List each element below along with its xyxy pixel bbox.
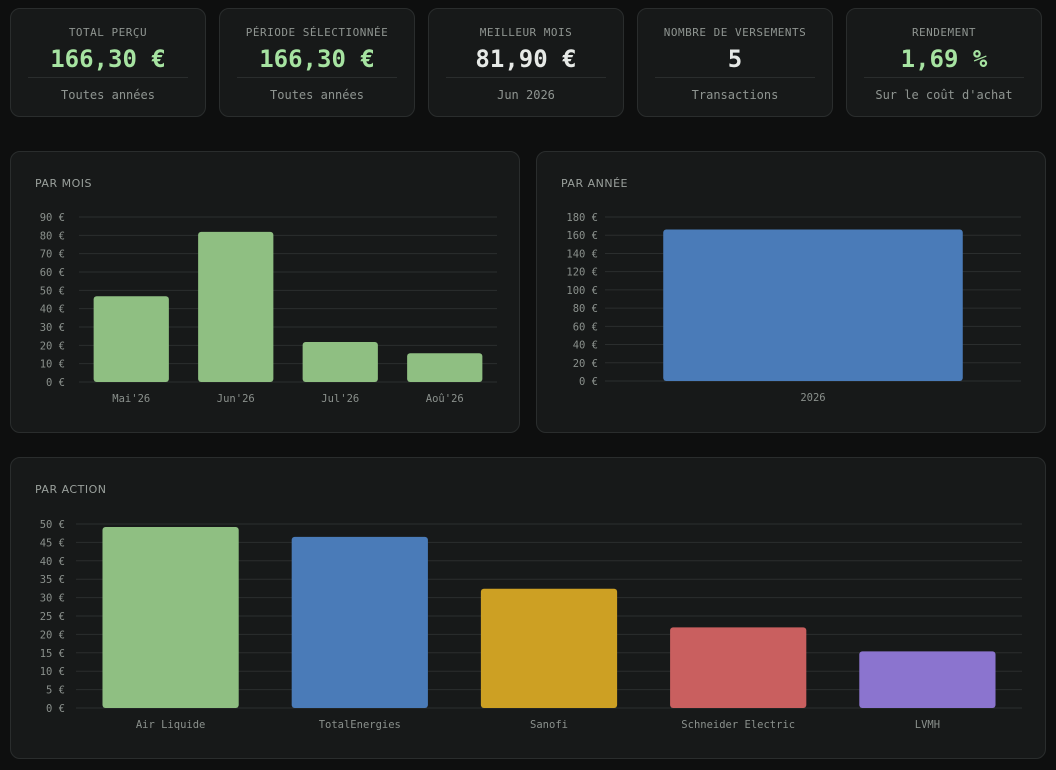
- chart-par-mois: 0 € 10 € 20 € 30 € 40 € 50 € 60 € 70 € 80 € 90 € M…: [40, 212, 497, 405]
- kpi-sub: Jun 2026: [497, 88, 555, 102]
- y-tick-label: 100 €: [566, 285, 598, 297]
- y-tick-label: 10 €: [40, 666, 65, 678]
- divider: [28, 77, 188, 78]
- kpi-total-percu: TOTAL PERÇU 166,30 € Toutes années: [10, 8, 206, 117]
- kpi-label: MEILLEUR MOIS: [479, 26, 573, 39]
- chart-card-par-action: PAR ACTION 0 € 5 € 10 € 15 € 20 € 25 € 30 € 35 …: [10, 457, 1046, 759]
- y-tick-label: 40 €: [573, 340, 598, 352]
- y-tick-label: 20 €: [40, 629, 65, 641]
- y-tick-label: 10 €: [40, 359, 65, 371]
- kpi-value: 81,90 €: [475, 45, 577, 73]
- kpi-value: 166,30 €: [259, 45, 375, 73]
- kpi-value: 1,69 %: [900, 45, 988, 73]
- bar[interactable]: [670, 627, 807, 708]
- y-tick-label: 80 €: [573, 303, 598, 315]
- x-tick-label: Sanofi: [530, 719, 568, 731]
- y-tick-label: 45 €: [40, 537, 65, 549]
- x-tick-label: Aoû'26: [426, 393, 464, 405]
- divider: [446, 77, 606, 78]
- y-tick-label: 0 €: [46, 377, 65, 389]
- y-tick-label: 40 €: [40, 556, 65, 568]
- y-tick-label: 80 €: [40, 230, 65, 242]
- y-tick-label: 20 €: [40, 340, 65, 352]
- bar[interactable]: [302, 342, 378, 382]
- bar[interactable]: [407, 353, 483, 382]
- x-tick-label: Jun'26: [217, 393, 255, 405]
- x-tick-label: Schneider Electric: [681, 719, 795, 731]
- y-tick-label: 0 €: [46, 703, 65, 715]
- y-tick-label: 50 €: [40, 519, 65, 531]
- y-tick-label: 20 €: [573, 358, 598, 370]
- y-tick-label: 0 €: [579, 376, 598, 388]
- kpi-meilleur-mois: MEILLEUR MOIS 81,90 € Jun 2026: [428, 8, 624, 117]
- y-tick-label: 160 €: [566, 230, 598, 242]
- y-tick-label: 15 €: [40, 648, 65, 660]
- y-tick-label: 140 €: [566, 248, 598, 260]
- y-tick-label: 180 €: [566, 212, 598, 224]
- chart-title: PAR ACTION: [35, 483, 107, 496]
- chart-card-par-mois: PAR MOIS 0 € 10 € 20 € 30 € 40 € 50 € 60 € 70 €…: [10, 151, 520, 433]
- kpi-label: NOMBRE DE VERSEMENTS: [663, 26, 807, 39]
- bar[interactable]: [93, 296, 169, 382]
- y-tick-label: 60 €: [573, 321, 598, 333]
- kpi-nombre-versements: NOMBRE DE VERSEMENTS 5 Transactions: [637, 8, 833, 117]
- x-tick-label: 2026: [800, 392, 825, 404]
- y-tick-label: 60 €: [40, 267, 65, 279]
- chart-par-action: 0 € 5 € 10 € 15 € 20 € 25 € 30 € 35 € 40 € 45 € 50…: [40, 519, 1022, 731]
- kpi-label: PÉRIODE SÉLECTIONNÉE: [245, 26, 389, 39]
- chart-title: PAR MOIS: [35, 177, 92, 190]
- chart-title: PAR ANNÉE: [561, 177, 628, 190]
- kpi-sub: Toutes années: [270, 88, 364, 102]
- x-tick-label: TotalEnergies: [319, 719, 401, 731]
- kpi-rendement: RENDEMENT 1,69 % Sur le coût d'achat: [846, 8, 1042, 117]
- divider: [237, 77, 397, 78]
- bar[interactable]: [198, 231, 274, 382]
- y-tick-label: 30 €: [40, 593, 65, 605]
- kpi-sub: Sur le coût d'achat: [875, 88, 1013, 102]
- x-tick-label: LVMH: [915, 719, 940, 731]
- divider: [655, 77, 815, 78]
- kpi-value: 166,30 €: [50, 45, 166, 73]
- y-tick-label: 70 €: [40, 249, 65, 261]
- chart-par-annee: 0 € 20 € 40 € 60 € 80 € 100 € 120 € 140 € 160 € 1…: [566, 212, 1021, 404]
- kpi-label: TOTAL PERÇU: [68, 26, 148, 39]
- y-tick-label: 35 €: [40, 574, 65, 586]
- bar[interactable]: [859, 651, 996, 708]
- y-tick-label: 5 €: [46, 685, 65, 697]
- x-tick-label: Air Liquide: [136, 719, 206, 731]
- bar[interactable]: [663, 229, 963, 381]
- divider: [864, 77, 1024, 78]
- kpi-label: RENDEMENT: [911, 26, 977, 39]
- y-tick-label: 40 €: [40, 304, 65, 316]
- y-tick-label: 25 €: [40, 611, 65, 623]
- bar[interactable]: [291, 536, 428, 708]
- x-tick-label: Mai'26: [112, 393, 150, 405]
- kpi-periode-selectionnee: PÉRIODE SÉLECTIONNÉE 166,30 € Toutes ann…: [219, 8, 415, 117]
- x-tick-label: Jul'26: [321, 393, 359, 405]
- kpi-value: 5: [727, 45, 743, 73]
- kpi-sub: Transactions: [691, 88, 779, 102]
- kpi-sub: Toutes années: [61, 88, 155, 102]
- y-tick-label: 120 €: [566, 267, 598, 279]
- chart-card-par-annee: PAR ANNÉE 0 € 20 € 40 € 60 € 80 € 100 € 120 € 1…: [536, 151, 1046, 433]
- y-tick-label: 50 €: [40, 285, 65, 297]
- bar[interactable]: [480, 588, 618, 708]
- bar[interactable]: [102, 526, 239, 708]
- y-tick-label: 30 €: [40, 322, 65, 334]
- y-tick-label: 90 €: [40, 212, 65, 224]
